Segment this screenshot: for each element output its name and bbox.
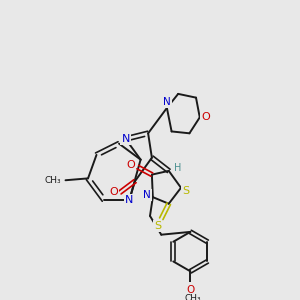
Text: N: N xyxy=(125,195,134,205)
Text: O: O xyxy=(126,160,135,170)
Text: S: S xyxy=(154,221,161,231)
Text: CH₃: CH₃ xyxy=(44,176,61,185)
Text: H: H xyxy=(173,163,181,173)
Text: O: O xyxy=(201,112,210,122)
Text: N: N xyxy=(163,97,171,107)
Text: O: O xyxy=(109,188,118,197)
Text: N: N xyxy=(143,190,151,200)
Text: N: N xyxy=(122,134,130,144)
Text: CH₃: CH₃ xyxy=(185,294,202,300)
Text: S: S xyxy=(182,186,189,196)
Text: O: O xyxy=(186,285,194,295)
